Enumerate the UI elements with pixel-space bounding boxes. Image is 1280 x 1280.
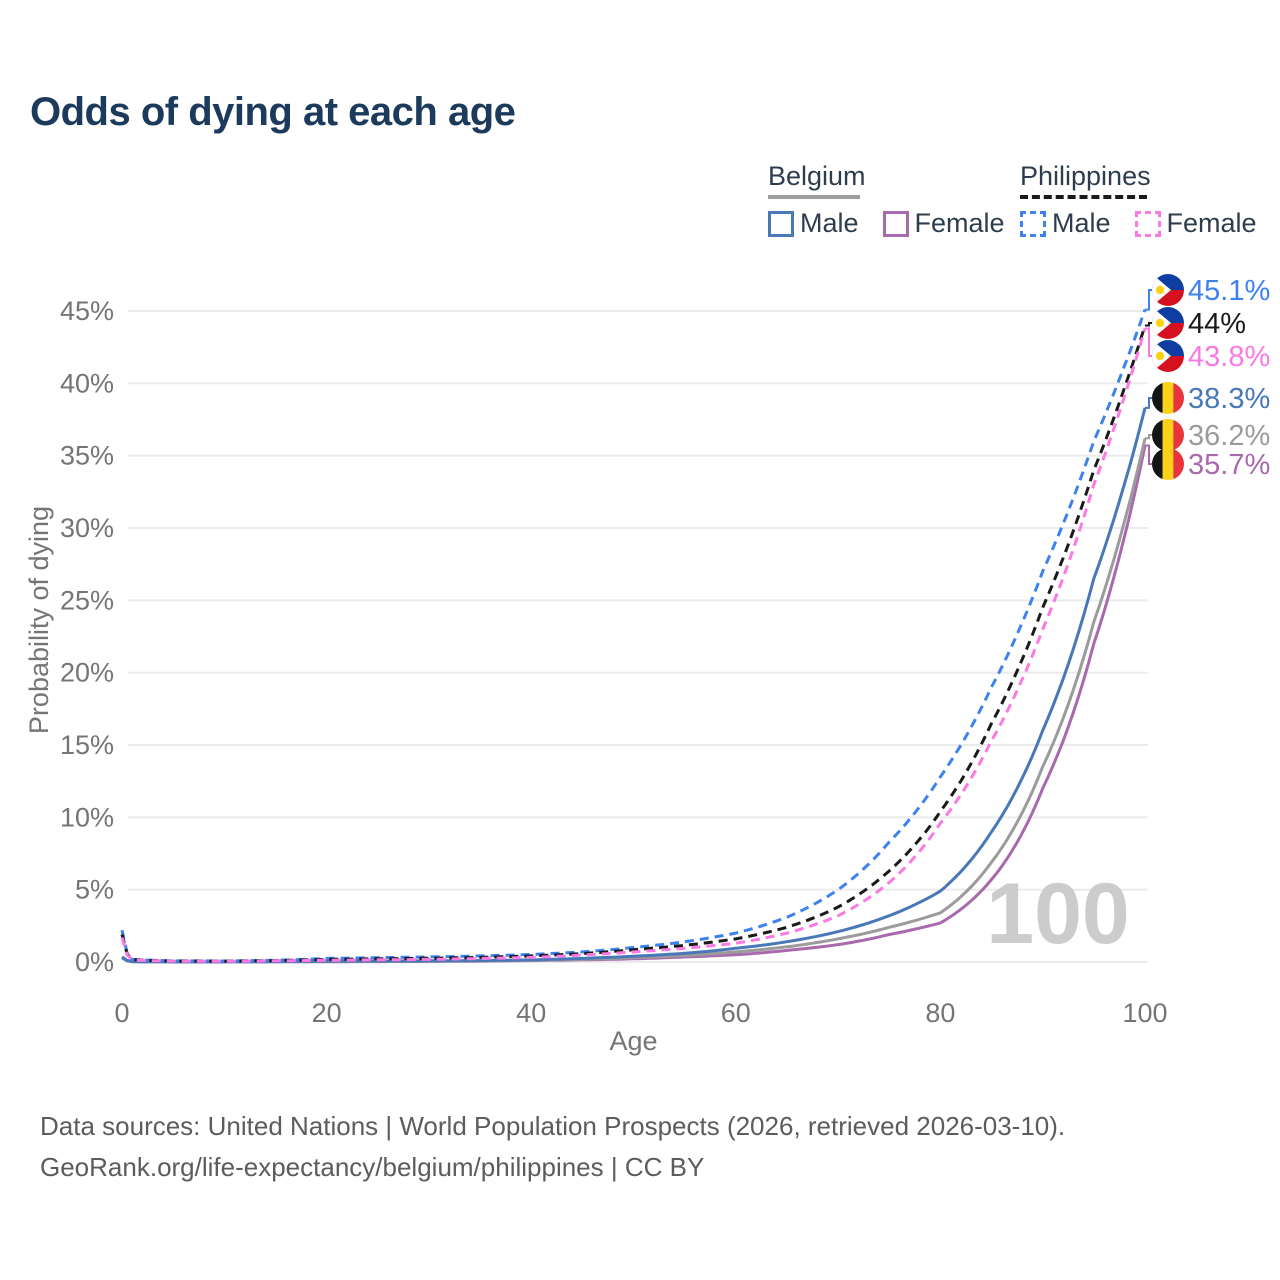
legend-items-philippines: Male Female [1020,208,1257,239]
y-tick-label-0: 0% [75,947,114,977]
philippines-male-swatch-icon [1020,210,1046,237]
belgium-flag-icon [1152,448,1184,480]
y-tick-label-5: 5% [75,875,114,905]
legend-item-philippines-male[interactable]: Male [1020,208,1111,239]
end-connector-philippines-male [1145,289,1152,311]
footer-sources-line: Data sources: United Nations | World Pop… [40,1111,1066,1141]
x-tick-label-0: 0 [114,998,129,1028]
end-value-label-belgium-male: 38.3% [1188,383,1270,415]
philippines-flag-icon [1152,340,1184,372]
legend-item-belgium-female[interactable]: Female [882,208,1005,239]
end-connector-philippines-both [1145,322,1152,327]
belgium-flag-icon [1152,419,1184,451]
legend-item-label: Female [914,208,1005,238]
x-tick-label-40: 40 [516,998,546,1028]
x-tick-label-100: 100 [1122,998,1167,1028]
legend-item-label: Male [1052,208,1111,238]
y-tick-label-35: 35% [60,441,114,471]
legend-item-philippines-female[interactable]: Female [1134,208,1257,239]
legend-group-belgium: Belgium Male Female [768,161,1005,239]
legend-item-label: Male [800,208,859,238]
end-connector-belgium-male [1145,397,1152,409]
y-tick-label-30: 30% [60,513,114,543]
y-tick-label-45: 45% [60,296,114,326]
philippines-flag-icon [1152,307,1184,339]
series-line-philippines-female [120,327,1147,963]
y-axis-title: Probability of dying [24,506,54,734]
y-tick-label-40: 40% [60,368,114,398]
age-cursor-watermark: 100 [986,866,1130,962]
footer-attribution-line: GeoRank.org/life-expectancy/belgium/phil… [40,1152,705,1182]
belgium-male-swatch-icon [768,210,794,237]
y-tick-label-10: 10% [60,802,114,832]
end-value-label-belgium-both: 36.2% [1188,420,1270,452]
legend-country-philippines: Philippines [1020,161,1151,191]
end-connector-belgium-both [1145,434,1152,440]
legend-country-belgium: Belgium [768,161,866,191]
y-tick-label-15: 15% [60,730,114,760]
x-tick-label-60: 60 [721,998,751,1028]
end-value-label-belgium-female: 35.7% [1188,449,1270,481]
belgium-flag-icon [1152,382,1184,414]
x-axis-title: Age [609,1026,657,1056]
end-connector-philippines-female [1145,327,1152,357]
philippines-flag-icon [1152,274,1184,306]
page-title: Odds of dying at each age [30,90,516,134]
legend-item-label: Female [1166,208,1257,238]
belgium-female-swatch-icon [882,210,909,237]
legend-linestyle-belgium [768,195,860,199]
legend-items-belgium: Male Female [768,208,1005,239]
y-tick-label-25: 25% [60,585,114,615]
philippines-female-swatch-icon [1134,210,1161,237]
x-tick-label-20: 20 [312,998,342,1028]
end-value-label-philippines-male: 45.1% [1188,275,1270,307]
series-line-philippines-male [120,309,1147,963]
data-sources-footer: Data sources: United Nations | World Pop… [40,1106,1065,1188]
x-tick-label-80: 80 [925,998,955,1028]
end-value-label-philippines-female: 43.8% [1188,341,1270,373]
legend-linestyle-philippines [1020,195,1147,199]
legend-item-belgium-male[interactable]: Male [768,208,859,239]
legend-group-philippines: Philippines Male Female [1020,161,1257,239]
end-value-label-philippines-both: 44% [1188,308,1246,340]
end-connector-belgium-female [1145,444,1152,465]
y-tick-label-20: 20% [60,658,114,688]
